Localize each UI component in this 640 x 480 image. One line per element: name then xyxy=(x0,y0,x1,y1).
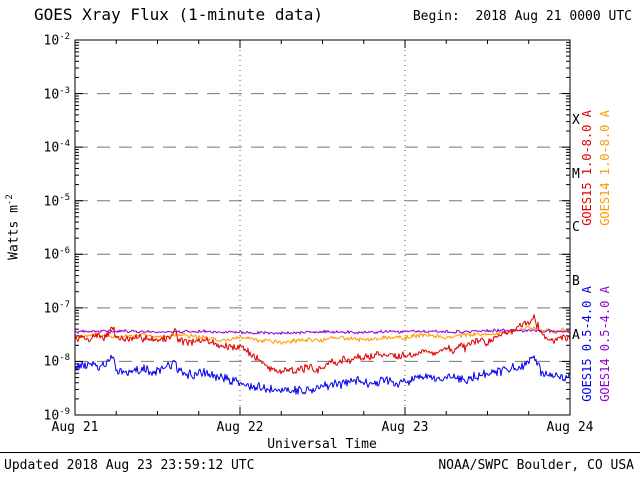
y-tick-label: 10-5 xyxy=(43,193,71,210)
y-tick-label: 10-9 xyxy=(43,407,71,424)
legend-goes14-long: GOES14 1.0-8.0 A xyxy=(598,110,612,226)
series-goes14-long xyxy=(74,325,571,345)
series-goes14-short xyxy=(74,328,571,335)
x-tick-label: Aug 23 xyxy=(381,420,429,435)
x-axis-title: Universal Time xyxy=(267,437,377,452)
y-tick-label: 10-2 xyxy=(43,32,71,49)
source-attribution: NOAA/SWPC Boulder, CO USA xyxy=(438,458,634,473)
legend-goes14-short: GOES14 0.5-4.0 A xyxy=(598,286,612,402)
y-axis-title-exponent: -2 xyxy=(5,194,15,206)
flare-class-c: C xyxy=(572,220,580,235)
flare-class-a: A xyxy=(572,328,580,343)
y-axis-title: Watts m-2 xyxy=(5,167,23,287)
series-goes15-long xyxy=(74,314,571,375)
updated-timestamp: Updated 2018 Aug 23 23:59:12 UTC xyxy=(4,458,255,473)
legend-goes15-short: GOES15 0.5-4.0 A xyxy=(580,286,594,402)
footer-divider xyxy=(0,452,640,453)
chart-title: GOES Xray Flux (1-minute data) xyxy=(34,5,323,24)
y-tick-label: 10-3 xyxy=(43,86,71,103)
flare-class-b: B xyxy=(572,274,580,289)
y-tick-label: 10-7 xyxy=(43,300,71,317)
y-axis-title-text: Watts m xyxy=(6,205,22,260)
y-tick-label: 10-8 xyxy=(43,353,71,370)
legend-goes15-long: GOES15 1.0-8.0 A xyxy=(580,110,594,226)
flare-class-m: M xyxy=(572,167,580,182)
y-tick-label: 10-4 xyxy=(43,139,71,156)
x-tick-label: Aug 22 xyxy=(216,420,264,435)
plot-frame xyxy=(74,39,571,416)
y-tick-label: 10-6 xyxy=(43,246,71,263)
x-tick-label: Aug 21 xyxy=(51,420,99,435)
flare-class-x: X xyxy=(572,113,580,128)
series-goes15-short xyxy=(74,354,571,395)
x-tick-label: Aug 24 xyxy=(546,420,594,435)
begin-time-label: Begin: 2018 Aug 21 0000 UTC xyxy=(412,9,632,24)
